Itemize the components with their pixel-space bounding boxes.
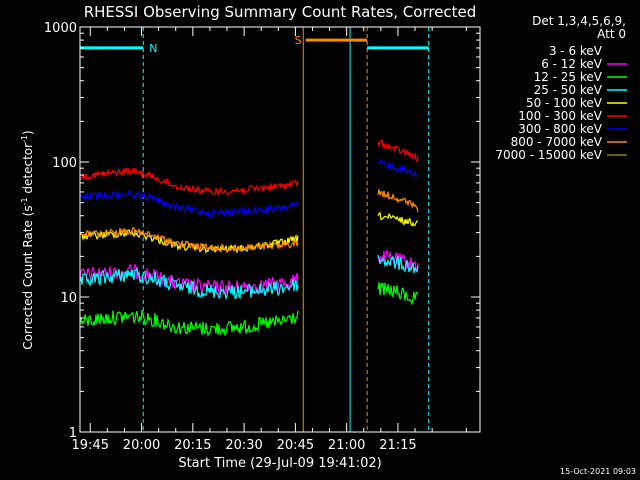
legend-label: 12 - 25 keV: [534, 70, 603, 84]
legend-label: 100 - 300 keV: [518, 109, 602, 123]
series-3-segment-0: [79, 266, 299, 301]
legend-header-2: Att 0: [597, 27, 626, 41]
x-tick-label: 19:45: [72, 438, 109, 453]
legend-label: 25 - 50 keV: [534, 83, 603, 97]
series-4-segment-1: [377, 211, 419, 227]
y-axis-label-main: Corrected Count Rate (s: [21, 205, 35, 349]
series-6-segment-0: [79, 189, 299, 218]
flag-label-S: S: [295, 34, 302, 47]
y-tick-label: 1: [69, 426, 77, 441]
x-tick-label: 20:15: [174, 438, 211, 453]
series-5-segment-0: [79, 167, 299, 196]
footer-timestamp: 15-Oct-2021 09:03: [560, 467, 636, 476]
flag-label-N: N: [149, 42, 157, 55]
y-axis: 1 10 100 1000: [44, 21, 480, 441]
y-axis-label-sup2: -1: [20, 135, 29, 143]
series-7-segment-0: [79, 227, 299, 253]
x-tick-label: 21:00: [328, 438, 365, 453]
legend-label: 300 - 800 keV: [518, 122, 602, 136]
series-2-segment-0: [79, 309, 299, 338]
y-axis-label-mid: detector: [21, 143, 35, 198]
x-tick-label: 20:30: [225, 438, 262, 453]
series-0-segment-0: [79, 290, 299, 320]
y-axis-label-sup1: -1: [20, 197, 29, 205]
x-tick-label: 20:00: [123, 438, 160, 453]
x-tick-label: 20:45: [277, 438, 314, 453]
x-axis: 19:45 20:00 20:15 20:30 20:45 21:00 21:15: [72, 27, 467, 453]
plot-frame: [79, 26, 481, 433]
series-6-segment-1: [377, 157, 419, 178]
x-axis-label: Start Time (29-Jul-09 19:41:02): [178, 456, 381, 471]
plot-area: NS: [79, 27, 430, 432]
series-0-segment-1: [377, 261, 419, 287]
y-tick-label: 100: [52, 156, 77, 171]
y-axis-label-end: ): [21, 130, 35, 135]
legend-label: 800 - 7000 keV: [511, 135, 603, 149]
legend-label: 50 - 100 keV: [526, 96, 603, 110]
y-tick-label: 10: [60, 291, 77, 306]
legend-header-1: Det 1,3,4,5,6,9,: [532, 14, 626, 28]
series-7-segment-1: [377, 189, 419, 213]
series-2-segment-1: [377, 282, 419, 306]
chart-title: RHESSI Observing Summary Count Rates, Co…: [84, 3, 477, 21]
y-tick-label: 1000: [44, 21, 77, 36]
legend-label: 3 - 6 keV: [549, 44, 603, 58]
legend-label: 6 - 12 keV: [541, 57, 603, 71]
y-axis-label: Corrected Count Rate (s-1 detector-1): [20, 130, 35, 349]
legend-label: 7000 - 15000 keV: [495, 148, 602, 162]
series-5-segment-1: [377, 139, 419, 163]
series-1-segment-1: [377, 248, 419, 274]
series-1-segment-0: [79, 263, 299, 296]
x-tick-label: 21:15: [379, 438, 416, 453]
series-3-segment-1: [377, 254, 419, 274]
